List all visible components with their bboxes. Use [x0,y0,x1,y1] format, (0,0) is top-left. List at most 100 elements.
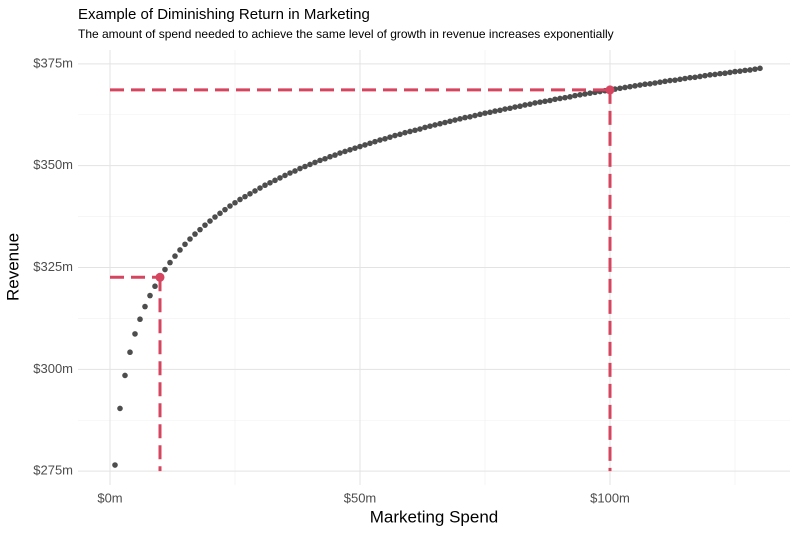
point [307,161,313,168]
point [417,126,423,132]
point [582,91,588,97]
point [172,253,178,259]
point [622,84,628,91]
point [502,106,508,112]
point [642,81,648,88]
point [392,132,398,139]
point [747,67,753,73]
point [332,152,338,158]
point [727,69,733,76]
point [477,111,483,118]
point [537,99,543,105]
point [222,206,228,213]
point [152,283,158,290]
point [682,75,688,82]
y-tick-label: $350m [33,157,73,172]
point [347,146,353,153]
point [497,107,503,114]
point [527,101,533,107]
point [427,123,433,129]
point [462,114,468,121]
point [337,150,343,156]
point [302,163,308,170]
point [707,72,713,78]
point [237,196,243,203]
point [317,157,323,164]
point [652,80,658,86]
point [167,259,173,266]
point [257,185,263,191]
point [442,119,448,126]
point [277,175,283,181]
point [702,72,708,79]
point [422,124,428,131]
x-tick-label: $100m [590,490,630,505]
point [372,138,378,145]
point [692,74,698,81]
point [377,137,383,143]
highlight-point [155,272,165,282]
point [517,103,523,110]
point [387,134,393,140]
point [137,316,143,323]
point [312,159,318,166]
point [127,349,133,356]
point [197,226,203,233]
point [267,179,273,186]
x-tick-label: $0m [97,490,122,505]
y-tick-label: $375m [33,55,73,70]
point [552,96,558,103]
point [227,203,233,209]
point [672,77,678,83]
point [617,85,623,92]
point [177,247,183,253]
point [202,222,208,228]
point [122,372,128,379]
point [732,68,738,75]
point [687,74,693,81]
point [242,193,248,200]
point [272,177,278,184]
point [362,142,368,148]
point [437,120,443,127]
chart-subtitle: The amount of spend needed to achieve th… [78,27,614,41]
point [472,112,478,119]
point [447,118,453,125]
point [627,83,633,90]
point [357,143,363,150]
point [482,110,488,116]
point [757,65,763,72]
point [662,78,668,85]
point [142,303,148,310]
point [557,95,563,102]
point [352,145,358,151]
point [752,66,758,72]
point [182,241,188,248]
x-tick-label: $50m [344,490,377,505]
point [247,190,253,197]
point [252,188,258,194]
point [402,129,408,136]
point [262,182,268,189]
point [572,92,578,99]
point [412,127,418,134]
y-axis-label: Revenue [3,233,22,301]
point [717,70,723,77]
chart-title: Example of Diminishing Return in Marketi… [78,6,370,23]
point [117,405,123,412]
point [212,214,218,220]
point [567,94,573,100]
point [192,231,198,237]
point [722,70,728,77]
point [147,292,153,299]
y-tick-label: $325m [33,259,73,274]
point [287,170,293,176]
point [487,109,493,116]
y-tick-label: $300m [33,361,73,376]
point [657,79,663,85]
point [432,122,438,128]
point [382,135,388,142]
point [677,76,683,83]
point [577,92,583,98]
